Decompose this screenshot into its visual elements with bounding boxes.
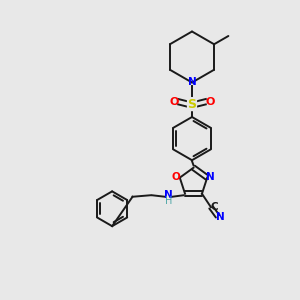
Text: N: N [216, 212, 225, 222]
Text: N: N [164, 190, 173, 200]
Text: N: N [188, 77, 196, 88]
Text: H: H [165, 196, 173, 206]
Text: O: O [169, 97, 179, 107]
Text: O: O [172, 172, 181, 182]
Text: O: O [205, 97, 215, 107]
Text: N: N [206, 172, 215, 182]
Text: S: S [188, 98, 196, 111]
Text: C: C [210, 202, 218, 212]
